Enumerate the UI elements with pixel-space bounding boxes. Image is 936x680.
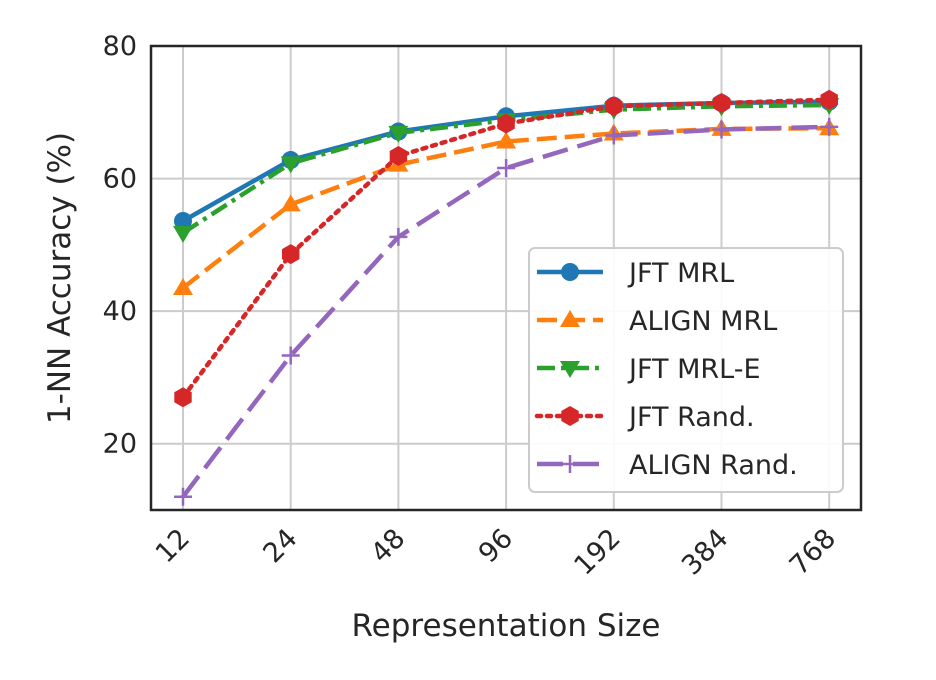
x-tick-label: 24	[257, 523, 303, 569]
legend-marker	[560, 361, 580, 378]
legend-label: ALIGN MRL	[629, 306, 777, 337]
x-tick-label: 384	[676, 523, 734, 581]
x-tick-labels: 12 24 48 96 192 384 768	[150, 523, 842, 581]
data-point	[712, 93, 731, 113]
y-tick-label: 20	[103, 429, 137, 460]
plot-frame	[149, 44, 863, 512]
legend-item: JFT MRL-E	[537, 354, 761, 385]
data-point	[280, 194, 301, 212]
legend-item: ALIGN Rand.	[537, 450, 798, 481]
data-point	[496, 131, 517, 149]
x-tick-label: 768	[784, 523, 842, 581]
y-tick-label: 60	[103, 164, 137, 195]
data-point	[820, 117, 839, 136]
data-point	[389, 146, 408, 166]
x-axis-label: Representation Size	[352, 608, 661, 644]
series-4	[174, 117, 839, 506]
data-point	[174, 387, 192, 408]
x-tick-label: 12	[150, 523, 196, 569]
x-tick-label: 48	[365, 523, 411, 569]
legend: JFT MRL ALIGN MRL JFT MRL-E JFT Rand. ALIGN …	[528, 247, 844, 493]
legend-marker	[561, 455, 579, 473]
legend-label: ALIGN Rand.	[629, 450, 798, 481]
data-point	[388, 125, 409, 143]
data-point	[389, 227, 408, 246]
data-point	[497, 113, 515, 134]
data-point	[174, 487, 192, 506]
x-tick-label: 96	[473, 523, 519, 569]
y-tick-labels: 20 40 60 80	[103, 31, 137, 460]
data-point	[281, 346, 300, 365]
legend-marker	[560, 310, 580, 327]
x-tick-label: 192	[568, 523, 626, 581]
legend-item: JFT MRL	[537, 258, 734, 289]
data-point	[282, 244, 300, 265]
y-axis-label: 1-NN Accuracy (%)	[42, 132, 78, 424]
legend-marker	[561, 263, 579, 281]
data-point	[497, 158, 516, 177]
y-tick-label: 80	[103, 31, 137, 62]
data-point	[604, 126, 623, 145]
legend-box	[528, 247, 844, 493]
data-point	[173, 225, 193, 243]
data-point	[174, 211, 192, 230]
legend-label: JFT MRL-E	[627, 354, 761, 385]
legend-marker	[561, 406, 579, 426]
legend-item: ALIGN MRL	[537, 306, 777, 337]
legend-label: JFT MRL	[627, 258, 734, 289]
y-tick-label: 40	[103, 296, 137, 327]
data-point	[712, 120, 731, 139]
legend-label: JFT Rand.	[627, 402, 755, 433]
data-point	[605, 96, 623, 117]
legend-item: JFT Rand.	[534, 402, 755, 433]
series-3	[174, 89, 838, 408]
series-layer	[173, 89, 840, 506]
data-point	[820, 89, 838, 110]
data-point	[280, 156, 301, 174]
data-point	[173, 277, 193, 295]
